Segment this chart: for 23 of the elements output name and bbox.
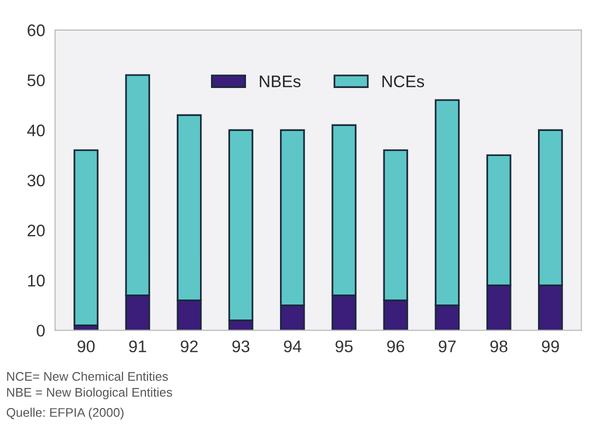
x-tick-label: 94 <box>284 340 302 352</box>
x-tick-label: 97 <box>438 340 456 352</box>
text: NCE= New Chemical Entities <box>7 372 168 381</box>
x-tick-label: 96 <box>387 340 404 352</box>
bar <box>74 149 98 326</box>
y-tick-label: 50 <box>27 74 45 86</box>
y-tick-label: 40 <box>27 124 45 136</box>
x-tick-label: 93 <box>232 340 250 352</box>
y-tick-label: 0 <box>36 324 45 337</box>
legend-label: NBEs <box>260 76 301 88</box>
x-tick-label: 92 <box>180 340 198 352</box>
x-tick-label: 98 <box>490 340 508 352</box>
x-tick-label: 99 <box>542 340 559 352</box>
x-tick-label: 91 <box>129 340 146 352</box>
y-tick-label: 30 <box>27 174 45 186</box>
y-tick-label: 10 <box>28 274 45 286</box>
y-tick-label: 20 <box>28 224 45 236</box>
x-tick-label: 90 <box>78 340 95 352</box>
y-tick-label: 60 <box>28 24 45 36</box>
x-tick-label: 95 <box>336 340 353 352</box>
source-note: Quelle: EFPIA (2000) <box>6 408 124 420</box>
legend-label: NCEs <box>382 76 424 88</box>
text: NBE = New Biological Entities <box>7 388 172 400</box>
